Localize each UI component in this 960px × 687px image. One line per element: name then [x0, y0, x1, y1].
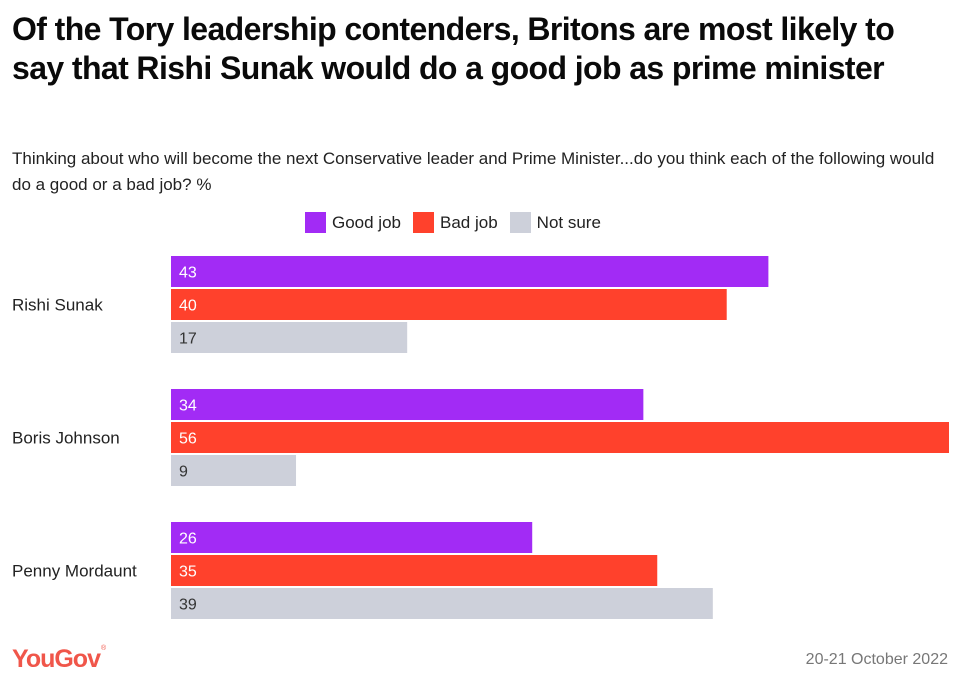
legend-label-not-sure: Not sure	[536, 212, 601, 232]
bar-boris-johnson-good-job	[171, 389, 644, 420]
bar-penny-mordaunt-not-sure	[171, 588, 713, 619]
bar-penny-mordaunt-bad-job	[171, 555, 658, 586]
legend-swatch-bad-job	[413, 212, 434, 233]
legend-item-good-job: Good job	[305, 212, 401, 233]
bar-boris-johnson-not-sure	[171, 455, 297, 486]
legend: Good job Bad job Not sure	[305, 212, 613, 233]
bar-rishi-sunak-good-job	[171, 256, 769, 287]
fieldwork-date: 20-21 October 2022	[805, 651, 948, 668]
legend-item-bad-job: Bad job	[413, 212, 498, 233]
data-label-boris-johnson-bad-job: 56	[179, 431, 197, 448]
legend-item-not-sure: Not sure	[509, 212, 601, 233]
legend-label-good-job: Good job	[332, 212, 401, 232]
data-label-rishi-sunak-not-sure: 17	[179, 331, 197, 348]
yougov-logo: YouGov®	[12, 645, 106, 673]
data-label-rishi-sunak-bad-job: 40	[179, 298, 197, 315]
category-label-penny-mordaunt: Penny Mordaunt	[12, 562, 137, 581]
chart-title: Of the Tory leadership contenders, Brito…	[12, 11, 895, 86]
legend-swatch-not-sure	[509, 212, 531, 233]
data-label-penny-mordaunt-not-sure: 39	[179, 597, 197, 614]
legend-label-bad-job: Bad job	[440, 212, 498, 232]
data-label-boris-johnson-not-sure: 9	[179, 464, 188, 481]
data-label-penny-mordaunt-bad-job: 35	[179, 564, 197, 581]
bar-chart: Rishi Sunak 43 40 17 Boris Johnson 34 56 9 Penny…	[12, 256, 949, 619]
category-label-rishi-sunak: Rishi Sunak	[12, 296, 103, 315]
data-label-rishi-sunak-good-job: 43	[179, 265, 197, 282]
legend-swatch-good-job	[305, 212, 326, 233]
bar-rishi-sunak-not-sure	[171, 322, 408, 353]
chart-subtitle: Thinking about who will become the next …	[12, 149, 935, 194]
bar-rishi-sunak-bad-job	[171, 289, 727, 320]
category-label-boris-johnson: Boris Johnson	[12, 429, 120, 448]
data-label-boris-johnson-good-job: 34	[179, 398, 197, 415]
data-label-penny-mordaunt-good-job: 26	[179, 531, 197, 548]
bar-boris-johnson-bad-job	[171, 422, 949, 453]
bar-penny-mordaunt-good-job	[171, 522, 533, 553]
